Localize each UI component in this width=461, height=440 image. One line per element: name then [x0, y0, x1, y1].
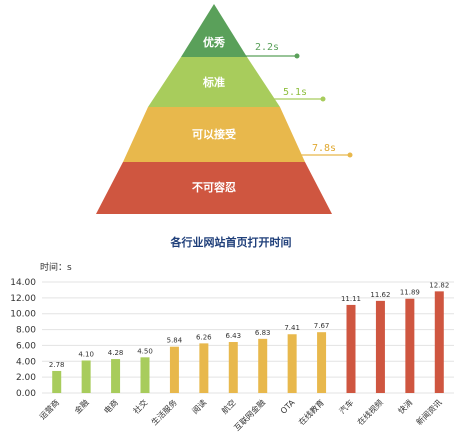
- category-label: 新闻资讯: [414, 397, 444, 427]
- bar: [405, 298, 415, 393]
- y-tick-label: 6.00: [16, 341, 36, 351]
- bar-value-label: 12.82: [429, 281, 449, 289]
- threshold-label-acceptable: 7.8s: [312, 143, 336, 154]
- category-label: 阅读: [190, 397, 208, 415]
- category-label: 航空: [219, 397, 237, 415]
- threshold-dot-excellent: [294, 53, 300, 59]
- bar: [258, 338, 268, 393]
- chart-title: 各行业网站首页打开时间: [170, 235, 292, 249]
- bar-value-label: 7.41: [284, 324, 300, 332]
- gridlines: [42, 281, 454, 394]
- pyramid-tier-excellent: [181, 4, 247, 57]
- category-label: 社交: [131, 397, 149, 415]
- category-label: 生活服务: [149, 397, 179, 427]
- bar-value-label: 4.10: [78, 350, 94, 358]
- bar: [434, 291, 444, 393]
- bar: [287, 334, 297, 393]
- category-label: 互联网金融: [232, 397, 267, 432]
- y-tick-label: 0.00: [16, 389, 36, 399]
- y-tick-label: 12.00: [10, 294, 36, 304]
- bar: [52, 370, 62, 393]
- bar: [199, 343, 209, 393]
- bar: [140, 357, 150, 393]
- category-label: 在线教育: [296, 397, 326, 427]
- pyramid-tier-acceptable: [123, 107, 305, 162]
- category-label: OTA: [279, 398, 297, 416]
- pyramid-tier-intolerable: [96, 162, 332, 214]
- bar: [111, 359, 121, 393]
- bar-value-label: 5.84: [167, 337, 183, 345]
- bar-value-label: 7.67: [314, 322, 330, 330]
- bar: [228, 342, 238, 393]
- bar-value-label: 6.26: [196, 333, 212, 341]
- pyramid-tier-acceptable-label: 可以接受: [192, 127, 236, 141]
- y-tick-label: 8.00: [16, 326, 36, 336]
- pyramid-tier-standard-label: 标准: [202, 75, 225, 89]
- bar-value-label: 4.28: [108, 349, 124, 357]
- category-label: 快消: [396, 397, 414, 415]
- bar: [375, 300, 385, 393]
- pyramid-tier-excellent-label: 优秀: [203, 35, 225, 49]
- y-tick-label: 10.00: [10, 310, 36, 320]
- speed-pyramid: 优秀 2.2s 标准 5.1s 可以接受 7.8s 不可容忍: [96, 4, 353, 214]
- bar-value-label: 6.43: [225, 332, 241, 340]
- bar-value-label: 11.62: [370, 291, 390, 299]
- threshold-dot-standard: [320, 96, 326, 102]
- bar: [346, 304, 356, 393]
- threshold-label-excellent: 2.2s: [255, 42, 279, 53]
- bar: [317, 332, 327, 393]
- y-axis-ticks: 0.00 2.00 4.00 6.00 8.00 10.00 12.00 14.00: [10, 278, 36, 399]
- bar-value-label: 11.11: [341, 295, 361, 303]
- bar-value-label: 2.78: [49, 361, 65, 369]
- threshold-dot-acceptable: [347, 152, 353, 158]
- bar-value-label: 4.50: [137, 347, 153, 355]
- bar: [81, 360, 91, 393]
- bar: [169, 346, 179, 393]
- y-tick-label: 14.00: [10, 278, 36, 288]
- category-label: 电商: [102, 397, 120, 415]
- bar-value-label: 11.89: [400, 289, 420, 297]
- threshold-label-standard: 5.1s: [283, 87, 307, 98]
- y-axis-unit-label: 时间：s: [40, 261, 72, 273]
- category-label: 在线视频: [355, 397, 385, 427]
- pyramid-tier-intolerable-label: 不可容忍: [192, 180, 236, 194]
- bar-value-label: 6.83: [255, 329, 271, 337]
- bar-chart: 各行业网站首页打开时间 时间：s 0.00 2.00 4.00 6.00 8.00 10.…: [10, 235, 454, 433]
- y-tick-label: 4.00: [16, 357, 36, 367]
- y-tick-label: 2.00: [16, 373, 36, 383]
- category-label: 运营商: [37, 397, 61, 421]
- bars: [52, 291, 444, 393]
- category-label: 汽车: [337, 397, 355, 415]
- pyramid-tier-standard: [148, 57, 280, 107]
- category-label: 金融: [72, 397, 90, 415]
- value-labels: 2.78 4.10 4.28 4.50 5.84 6.26 6.43 6.83 7.41 7.67…: [49, 281, 449, 369]
